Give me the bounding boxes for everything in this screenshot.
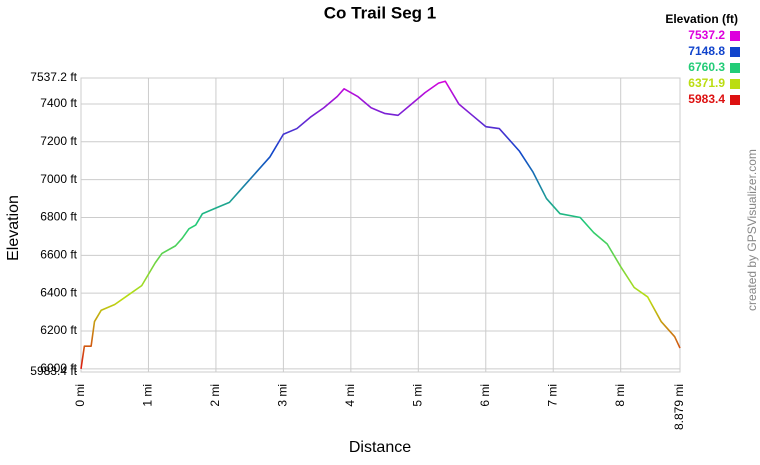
- x-tick-label: 8.879 mi: [672, 384, 686, 430]
- y-tick-label: 7000 ft: [40, 172, 77, 186]
- x-tick-label: 4 mi: [343, 384, 357, 407]
- y-tick-label: 7537.2 ft: [30, 70, 77, 84]
- legend-label: 5983.4: [688, 92, 725, 106]
- y-tick-label: 6200 ft: [40, 323, 77, 337]
- x-tick-label: 5 mi: [410, 384, 424, 407]
- y-tick-label: 6800 ft: [40, 210, 77, 224]
- y-tick-label: 5983.4 ft: [30, 364, 77, 378]
- legend-swatch: [730, 63, 740, 73]
- x-tick-label: 3 mi: [276, 384, 290, 407]
- legend-title: Elevation (ft): [665, 12, 738, 26]
- y-tick-label: 6000 ft: [40, 361, 77, 375]
- legend-swatch: [730, 47, 740, 57]
- legend-label: 6371.9: [688, 76, 725, 90]
- y-tick-label: 7200 ft: [40, 134, 77, 148]
- x-tick-label: 0 mi: [73, 384, 87, 407]
- legend-label: 6760.3: [688, 60, 725, 74]
- y-tick-label: 7400 ft: [40, 96, 77, 110]
- elevation-line: [80, 80, 681, 369]
- y-tick-label: 6600 ft: [40, 248, 77, 262]
- x-tick-label: 6 mi: [478, 384, 492, 407]
- y-tick-label: 6400 ft: [40, 285, 77, 299]
- legend-swatch: [730, 31, 740, 41]
- legend-swatch: [730, 95, 740, 105]
- x-axis-label: Distance: [349, 439, 411, 456]
- legend-label: 7148.8: [688, 44, 725, 58]
- y-axis-label: Elevation: [5, 195, 22, 261]
- x-tick-label: 7 mi: [545, 384, 559, 407]
- x-tick-label: 1 mi: [141, 384, 155, 407]
- credit: created by GPSVisualizer.com: [745, 149, 759, 311]
- plot-area: [80, 77, 681, 373]
- x-tick-label: 2 mi: [208, 384, 222, 407]
- legend-swatch: [730, 79, 740, 89]
- x-tick-label: 8 mi: [613, 384, 627, 407]
- chart-title: Co Trail Seg 1: [324, 3, 436, 22]
- legend-label: 7537.2: [688, 28, 725, 42]
